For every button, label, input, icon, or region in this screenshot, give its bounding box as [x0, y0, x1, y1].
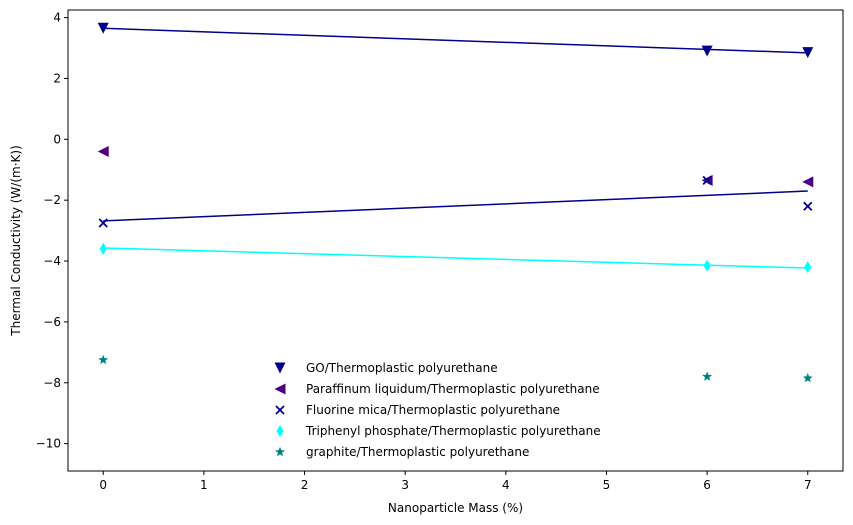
x-tick-label: 5 [603, 478, 611, 492]
legend-marker [274, 362, 286, 374]
y-tick-label: 2 [53, 71, 61, 85]
legend-label: Fluorine mica/Thermoplastic polyurethane [306, 403, 560, 417]
x-axis-ticks: 0 1 2 3 4 5 6 7 [99, 471, 812, 492]
x-tick-label: 1 [200, 478, 208, 492]
x-stroke [98, 218, 108, 228]
y-axis-title: Thermal Conductivity (W/(m·K)) [9, 145, 23, 336]
data-point [702, 371, 713, 381]
x-tick-label: 4 [502, 478, 510, 492]
legend-label: GO/Thermoplastic polyurethane [306, 361, 498, 375]
legend-label: graphite/Thermoplastic polyurethane [306, 445, 529, 459]
x-stroke [702, 175, 712, 186]
x-tick-label: 7 [804, 478, 812, 492]
data-point [802, 47, 814, 59]
y-tick-label: 0 [53, 132, 61, 146]
x-tick-label: 0 [99, 478, 107, 492]
data-point [804, 261, 812, 274]
data-point [702, 175, 712, 186]
legend-marker [276, 425, 284, 437]
data-point [97, 145, 109, 157]
legend-label: Triphenyl phosphate/Thermoplastic polyur… [305, 424, 601, 438]
x-tick-label: 2 [301, 478, 309, 492]
y-tick-label: −4 [43, 254, 61, 268]
data-point [803, 201, 813, 211]
plot-frame [67, 9, 844, 472]
legend-label: Paraffinum liquidum/Thermoplastic polyur… [306, 382, 600, 396]
y-axis-ticks: −10 −8 −6 −4 −2 0 2 4 [36, 11, 68, 451]
y-tick-label: −2 [43, 193, 61, 207]
y-tick-label: −8 [43, 376, 61, 390]
legend-marker [274, 383, 286, 395]
data-point [802, 176, 814, 188]
x-stroke [275, 405, 285, 415]
data-points [97, 22, 814, 383]
data-point [98, 354, 109, 365]
y-tick-label: −6 [43, 315, 61, 329]
fit-lines [103, 27, 808, 269]
y-tick-label: −10 [36, 437, 61, 451]
fit-line [103, 27, 808, 54]
data-point [98, 218, 108, 228]
legend-marker [275, 405, 285, 415]
x-axis-title: Nanoparticle Mass (%) [388, 501, 523, 515]
y-tick-label: 4 [53, 11, 61, 25]
legend-marker [275, 446, 285, 457]
x-tick-label: 6 [703, 478, 711, 492]
data-point [802, 372, 813, 383]
legend: GO/Thermoplastic polyurethane Paraffinum … [274, 361, 601, 459]
data-point [701, 45, 713, 57]
fit-line [103, 190, 808, 222]
fit-line [103, 247, 808, 269]
x-tick-label: 3 [401, 478, 409, 492]
data-point [703, 259, 711, 272]
data-point [99, 242, 107, 255]
data-point [97, 22, 109, 34]
x-stroke [803, 201, 813, 211]
